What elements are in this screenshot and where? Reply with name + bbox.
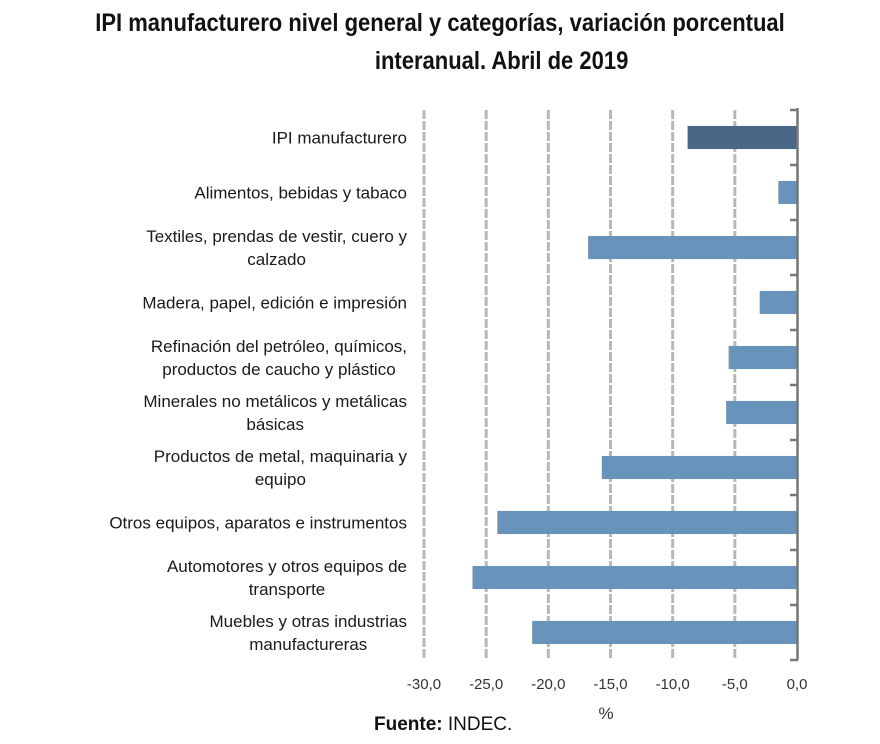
bar	[532, 620, 797, 645]
x-tick-label: -15,0	[593, 676, 627, 693]
x-tick-label: -5,0	[722, 676, 748, 693]
category-label: IPI manufacturero	[272, 129, 407, 148]
source-note: Fuente: INDEC.	[374, 714, 512, 736]
category-label: Madera, papel, edición e impresión	[142, 294, 407, 313]
category-label: Minerales no metálicos y metálicas	[143, 392, 407, 411]
category-label: calzado	[247, 250, 306, 269]
category-label: Alimentos, bebidas y tabaco	[194, 184, 407, 203]
bar	[687, 125, 797, 150]
category-label: Refinación del petróleo, químicos,	[151, 337, 407, 356]
category-label: manufactureras	[249, 635, 367, 654]
bar	[601, 455, 797, 480]
source-label: Fuente:	[374, 714, 443, 735]
category-label: transporte	[249, 580, 326, 599]
bar	[778, 180, 797, 205]
x-tick-label: -10,0	[656, 676, 690, 693]
category-label: básicas	[246, 415, 304, 434]
bar	[759, 290, 797, 315]
x-tick-labels: -30,0 -25,0 -20,0 -15,0 -10,0 -5,0 0,0	[407, 676, 808, 693]
category-label: Otros equipos, aparatos e instrumentos	[109, 514, 407, 533]
x-axis-title: %	[598, 704, 613, 723]
x-tick-label: 0,0	[787, 676, 808, 693]
bar	[472, 565, 797, 590]
category-label: equipo	[255, 470, 306, 489]
x-tick-label: -30,0	[407, 676, 441, 693]
chart-title-line1: IPI manufacturero nivel general y catego…	[95, 9, 785, 37]
chart-title: IPI manufacturero nivel general y catego…	[53, 4, 827, 80]
bar	[726, 400, 797, 425]
x-tick-label: -20,0	[531, 676, 565, 693]
source-value: INDEC.	[447, 714, 513, 735]
y-axis	[790, 108, 799, 662]
category-label: Textiles, prendas de vestir, cuero y	[146, 227, 407, 246]
bars	[472, 125, 797, 645]
chart-title-line2: interanual. Abril de 2019	[374, 47, 629, 75]
x-tick-label: -25,0	[469, 676, 503, 693]
category-labels: IPI manufacturero Alimentos, bebidas y ta…	[109, 129, 407, 655]
category-label: Productos de metal, maquinaria y	[154, 447, 408, 466]
bar	[728, 345, 797, 370]
category-label: Automotores y otros equipos de	[167, 557, 407, 576]
bar	[588, 235, 797, 260]
category-label: Muebles y otras industrias	[210, 612, 407, 631]
bar	[497, 510, 797, 535]
category-label: productos de caucho y plástico	[162, 360, 395, 379]
